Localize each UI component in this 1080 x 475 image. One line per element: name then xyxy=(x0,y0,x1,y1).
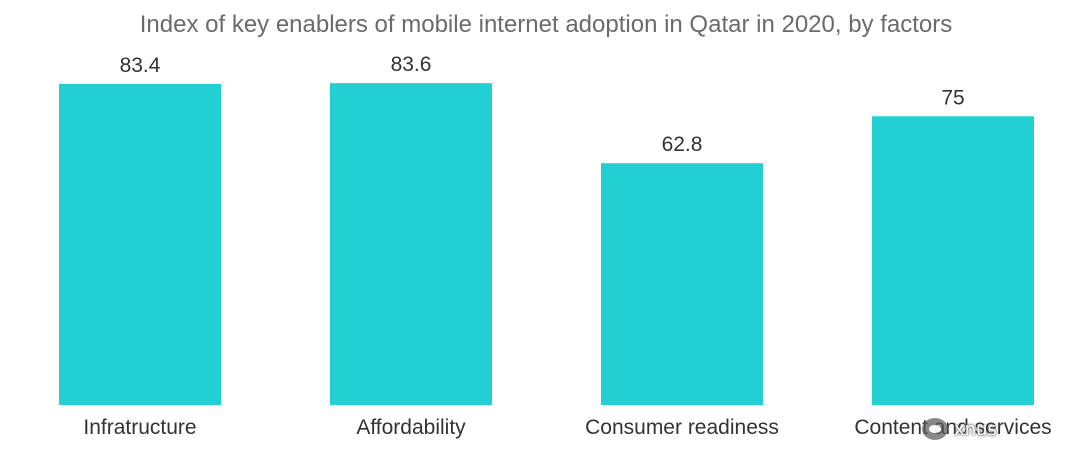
bar-0 xyxy=(59,83,221,405)
bar-2 xyxy=(601,163,763,405)
bars-group xyxy=(59,83,1034,405)
value-label-0: 83.4 xyxy=(120,54,161,77)
value-label-3: 75 xyxy=(941,86,964,109)
value-label-2: 62.8 xyxy=(662,133,703,156)
category-label-1: Affordability xyxy=(356,416,466,439)
category-label-3: Content and services xyxy=(854,416,1051,439)
bar-1 xyxy=(330,83,492,405)
value-label-1: 83.6 xyxy=(391,53,432,76)
watermark-text: xnus xyxy=(954,418,997,440)
chart-title: Index of key enablers of mobile internet… xyxy=(140,11,952,38)
category-labels-group: Infratructure Affordability Consumer readi… xyxy=(83,416,1051,439)
category-label-0: Infratructure xyxy=(83,416,196,439)
bar-3 xyxy=(872,116,1034,405)
category-label-2: Consumer readiness xyxy=(585,416,779,439)
value-labels-group: 83.4 83.6 62.8 75 xyxy=(120,53,965,156)
watermark: xnus xyxy=(922,412,1072,446)
wechat-icon xyxy=(922,418,948,440)
